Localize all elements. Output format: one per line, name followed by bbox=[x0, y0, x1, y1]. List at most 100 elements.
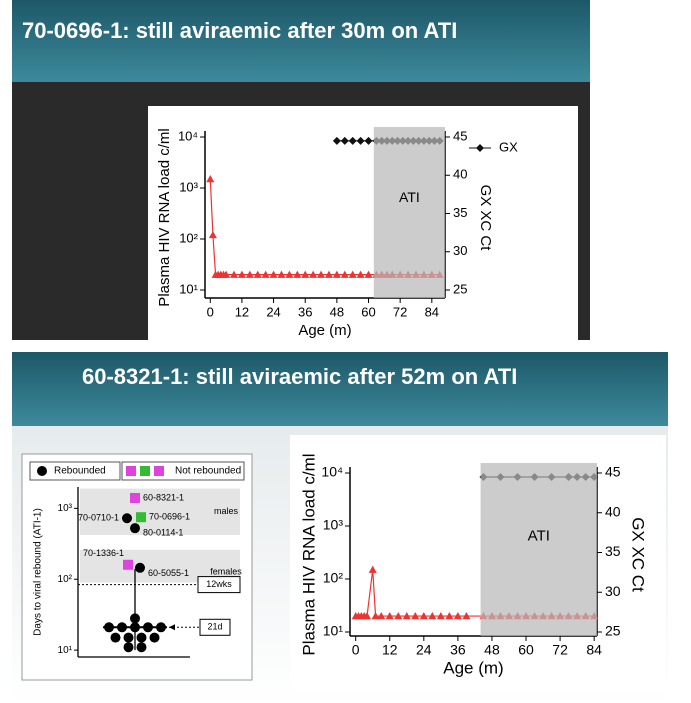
data-point bbox=[385, 612, 394, 620]
data-point bbox=[317, 270, 326, 278]
y-tick-label: 10¹ bbox=[323, 623, 344, 639]
y2-tick-label: 25 bbox=[453, 281, 467, 296]
data-point bbox=[340, 270, 349, 278]
data-point bbox=[309, 270, 318, 278]
y-tick-label: 10¹ bbox=[58, 645, 73, 656]
data-point bbox=[130, 622, 140, 633]
y2-tick-label: 45 bbox=[453, 128, 467, 143]
data-point bbox=[332, 270, 341, 278]
slide-header bbox=[12, 0, 590, 82]
x-tick-label: 12 bbox=[235, 304, 249, 319]
y2-tick-label: 35 bbox=[453, 205, 467, 220]
data-point bbox=[462, 612, 471, 620]
y-tick-label: 10³ bbox=[179, 179, 198, 194]
x-tick-label: 72 bbox=[393, 304, 407, 319]
chart-panel bbox=[148, 106, 578, 340]
point-label: 80-0114-1 bbox=[143, 528, 183, 538]
data-point bbox=[104, 622, 114, 633]
data-point bbox=[428, 612, 437, 620]
y2-axis-label: GX XC Ct bbox=[629, 517, 648, 592]
data-point bbox=[293, 270, 302, 278]
data-point bbox=[269, 270, 278, 278]
data-point bbox=[237, 270, 246, 278]
data-point bbox=[143, 622, 153, 633]
y2-tick-label: 30 bbox=[605, 583, 621, 599]
data-point bbox=[136, 642, 147, 653]
data-point bbox=[348, 270, 357, 278]
y2-tick-label: 25 bbox=[605, 623, 621, 639]
data-point bbox=[368, 565, 377, 573]
data-point bbox=[136, 632, 147, 643]
chart-panel bbox=[290, 435, 666, 691]
data-point bbox=[436, 612, 445, 620]
reference-label: 12wks bbox=[206, 579, 232, 589]
legend-box bbox=[29, 461, 121, 481]
data-point bbox=[149, 632, 160, 643]
data-point bbox=[394, 612, 403, 620]
data-point bbox=[377, 612, 386, 620]
data-point bbox=[136, 512, 146, 523]
data-point bbox=[453, 612, 462, 620]
data-point bbox=[419, 612, 428, 620]
y2-tick-label: 35 bbox=[605, 543, 621, 559]
y2-tick-label: 30 bbox=[453, 243, 467, 258]
data-point bbox=[445, 612, 454, 620]
y-tick-label: 10¹ bbox=[179, 281, 198, 296]
region-label: ATI bbox=[528, 528, 550, 545]
region-label: ATI bbox=[399, 189, 420, 205]
data-point bbox=[110, 632, 121, 643]
x-tick-label: 60 bbox=[361, 304, 375, 319]
point-label: 70-1336-1 bbox=[83, 548, 124, 558]
median-arrow bbox=[169, 624, 175, 631]
data-point bbox=[402, 612, 411, 620]
data-point bbox=[245, 270, 254, 278]
y2-tick-label: 40 bbox=[605, 503, 621, 519]
shaded-region bbox=[480, 463, 597, 636]
y-tick-label: 10³ bbox=[323, 517, 344, 533]
x-tick-label: 0 bbox=[207, 304, 214, 319]
x-tick-label: 60 bbox=[518, 642, 534, 658]
x-tick-label: 72 bbox=[552, 642, 568, 658]
y-tick-label: 10² bbox=[179, 230, 198, 245]
data-point bbox=[301, 270, 310, 278]
data-point bbox=[364, 136, 373, 145]
legend-label: Not rebounded bbox=[175, 466, 241, 477]
y-axis-label: Plasma HIV RNA load c/ml bbox=[299, 453, 318, 655]
legend-label: Rebounded bbox=[54, 466, 106, 477]
data-point bbox=[130, 492, 140, 503]
data-point bbox=[364, 270, 373, 278]
y-tick-label: 10² bbox=[323, 570, 344, 586]
data-point bbox=[285, 270, 294, 278]
y2-tick-label: 45 bbox=[605, 464, 621, 480]
data-point bbox=[356, 270, 365, 278]
x-tick-label: 12 bbox=[382, 642, 398, 658]
y-axis-label: Days to viral rebound (ATI-1) bbox=[33, 508, 44, 636]
median-box bbox=[199, 618, 231, 636]
slide-header bbox=[12, 352, 668, 426]
x-axis-label: Age (m) bbox=[443, 658, 503, 677]
x-tick-label: 0 bbox=[352, 642, 360, 658]
median-label: 21d bbox=[207, 622, 222, 632]
data-point bbox=[277, 270, 286, 278]
data-point bbox=[130, 613, 140, 624]
y-tick-label: 10² bbox=[58, 574, 73, 585]
band-label: males bbox=[214, 506, 239, 516]
x-tick-label: 48 bbox=[330, 304, 344, 319]
shaded-region bbox=[373, 127, 445, 298]
legend-marker bbox=[154, 466, 164, 476]
data-point bbox=[123, 559, 133, 570]
point-label: 70-0696-1 bbox=[149, 512, 190, 522]
y-tick-label: 10⁴ bbox=[178, 128, 198, 143]
data-point bbox=[411, 612, 420, 620]
x-tick-label: 24 bbox=[416, 642, 432, 658]
data-point bbox=[340, 136, 349, 145]
data-point bbox=[122, 513, 132, 524]
y-tick-label: 10⁴ bbox=[321, 464, 343, 480]
legend-marker bbox=[476, 144, 484, 152]
legend-marker bbox=[140, 466, 150, 476]
data-point bbox=[130, 523, 140, 534]
data-point bbox=[363, 612, 372, 620]
data-point bbox=[356, 136, 365, 145]
data-point bbox=[208, 230, 217, 239]
